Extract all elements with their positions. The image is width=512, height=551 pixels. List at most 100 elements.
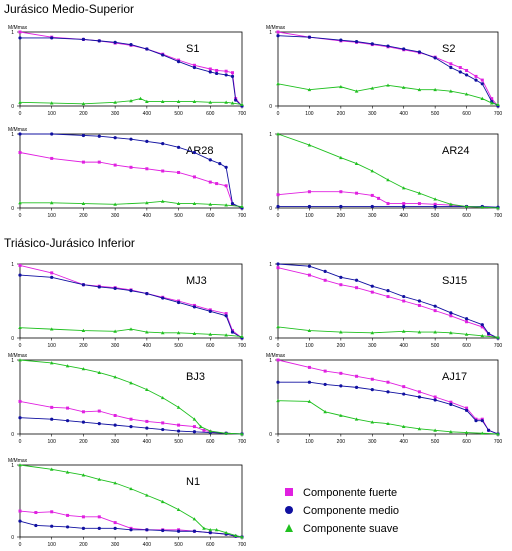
s2-series-componente-suave-point-10: [464, 92, 469, 96]
bj3-series-componente-medio-point-5: [113, 423, 117, 427]
aj17-series-componente-medio-point-9: [433, 398, 437, 402]
bj3-series-componente-medio-point-3: [81, 420, 86, 424]
n1-series-componente-fuerte-line: [19, 510, 243, 538]
s2-series-componente-medio-point-11: [464, 73, 469, 77]
mj3-series-componente-medio-point-9: [192, 305, 197, 309]
sj15-series-componente-medio-point-0: [276, 262, 280, 266]
mj3-series-componente-suave-point-11: [240, 334, 244, 338]
mj3-series-componente-medio-line: [19, 274, 243, 339]
ar28-x-tick-label-7: 700: [238, 213, 247, 219]
ar24-panel-title: AR24: [442, 145, 470, 157]
s2-panel-title: S2: [442, 43, 455, 55]
mj3-series-componente-suave-point-1: [49, 327, 54, 331]
chart-panel-s2: M/Mmax 0 1 0 100 200 300 400 500 600 700 S2: [266, 25, 503, 117]
mj3-series-componente-fuerte-point-1: [50, 271, 54, 275]
sj15-x-tick-label-4: 400: [400, 343, 409, 349]
s2-x-tick-label-5: 500: [431, 111, 440, 117]
aj17-series-componente-suave-point-9: [433, 428, 437, 432]
ar28-series-componente-suave-point-1: [49, 201, 54, 205]
bj3-series-componente-suave-point-10: [192, 417, 197, 421]
ar28-plot-frame: [19, 133, 243, 209]
n1-series-componente-fuerte-point-1: [34, 511, 38, 515]
ar28-series-componente-suave-point-9: [224, 203, 228, 207]
s1-y-axis-label: M/Mmax: [8, 25, 28, 31]
sj15-series-componente-medio-point-7: [402, 294, 406, 299]
n1-x-tick-label-2: 200: [79, 542, 88, 548]
s2-x-tick-label-0: 0: [277, 111, 280, 117]
s1-series-componente-medio-point-3: [97, 39, 101, 43]
bj3-plot-frame: [19, 359, 243, 435]
s2-series-componente-medio-point-10: [458, 70, 462, 74]
s1-x-tick-label-1: 100: [48, 111, 57, 117]
sj15-series-componente-fuerte-point-2: [323, 278, 327, 282]
s2-series-componente-medio-line: [277, 35, 499, 107]
ar28-series-componente-fuerte-line: [19, 152, 243, 209]
s1-series-componente-medio-point-7: [161, 53, 165, 57]
bj3-x-tick-label-7: 700: [238, 439, 247, 445]
ar28-series-componente-suave-point-4: [145, 201, 149, 205]
bj3-series-componente-suave-point-4: [97, 370, 102, 374]
ar24-plot-frame: [277, 133, 499, 209]
bj3-series-componente-medio-point-9: [176, 429, 181, 433]
sj15-series-componente-fuerte-point-11: [465, 320, 469, 324]
n1-series-componente-medio-point-1: [34, 523, 38, 528]
aj17-x-tick-label-5: 500: [431, 439, 440, 445]
bj3-series-componente-suave-point-12: [208, 429, 213, 433]
bj3-series-componente-medio-point-2: [65, 419, 70, 423]
n1-series-componente-medio-point-5: [97, 526, 101, 530]
mj3-x-tick-label-6: 600: [206, 343, 215, 349]
aj17-series-componente-suave-point-13: [496, 432, 500, 436]
s2-series-componente-suave-point-7: [417, 87, 422, 92]
n1-series-componente-suave-point-1: [49, 467, 54, 471]
aj17-series-componente-suave-point-2: [323, 410, 327, 414]
sj15-series-componente-suave-point-3: [370, 331, 375, 335]
ar28-series-componente-medio-point-1: [50, 132, 54, 136]
chart-panel-sj15: 0 1 0 100 200 300 400 500 600 700 SJ15: [269, 262, 502, 349]
ar28-series-componente-suave-point-3: [113, 202, 117, 206]
ar24-x-tick-label-0: 0: [277, 213, 280, 219]
ar24-series-componente-fuerte-point-0: [276, 193, 280, 197]
n1-series-componente-medio-point-11: [192, 529, 197, 533]
aj17-series-componente-fuerte-point-9: [433, 395, 437, 399]
aj17-y-tick-label-1: 1: [269, 358, 272, 364]
ar28-series-componente-fuerte-point-11: [215, 182, 219, 186]
s2-y-axis-label: M/Mmax: [266, 25, 286, 31]
s2-series-componente-suave-point-12: [489, 101, 494, 105]
bj3-series-componente-fuerte-point-9: [177, 423, 181, 427]
mj3-series-componente-medio-point-0: [18, 273, 22, 277]
n1-x-tick-label-1: 100: [48, 542, 57, 548]
s2-x-tick-label-7: 700: [494, 111, 503, 117]
bj3-x-tick-label-2: 200: [79, 439, 88, 445]
bj3-x-tick-label-6: 600: [206, 439, 215, 445]
bj3-series-componente-suave-point-1: [49, 361, 54, 365]
aj17-series-componente-medio-point-6: [386, 390, 390, 394]
s2-series-componente-suave-point-3: [354, 89, 359, 93]
s1-series-componente-suave-point-11: [224, 100, 228, 104]
legend-item-medio: Componente medio: [285, 502, 399, 520]
bj3-series-componente-fuerte-point-11: [202, 428, 206, 432]
aj17-series-componente-fuerte-line: [277, 359, 499, 435]
n1-series-componente-fuerte-point-2: [50, 510, 54, 514]
sj15-panel-title: SJ15: [442, 275, 467, 287]
n1-x-tick-label-5: 500: [174, 542, 183, 548]
aj17-series-componente-suave-point-8: [417, 427, 422, 431]
ar24-series-componente-suave-point-12: [496, 206, 500, 210]
ar28-series-componente-suave-point-7: [192, 201, 197, 205]
sj15-series-componente-fuerte-point-7: [402, 299, 406, 303]
sj15-series-componente-medio-point-4: [354, 278, 359, 282]
ar24-series-componente-suave-point-5: [386, 178, 390, 182]
s1-series-componente-medio-point-4: [113, 40, 117, 44]
bj3-series-componente-fuerte-point-7: [145, 419, 149, 423]
bj3-x-tick-label-5: 500: [174, 439, 183, 445]
s1-y-tick-label-1: 1: [11, 30, 14, 36]
s2-series-componente-fuerte-point-12: [474, 74, 478, 78]
aj17-series-componente-medio-point-1: [307, 380, 312, 384]
legend-label-medio: Componente medio: [303, 505, 400, 517]
ar28-series-componente-fuerte-point-8: [177, 170, 181, 174]
sj15-series-componente-fuerte-point-4: [355, 286, 359, 290]
sj15-series-componente-medio-point-12: [480, 323, 484, 327]
s1-series-componente-suave-point-8: [176, 99, 181, 103]
bj3-series-componente-fuerte-point-5: [113, 414, 117, 417]
n1-x-tick-label-3: 300: [111, 542, 120, 548]
bj3-series-componente-medio-point-6: [129, 425, 133, 429]
